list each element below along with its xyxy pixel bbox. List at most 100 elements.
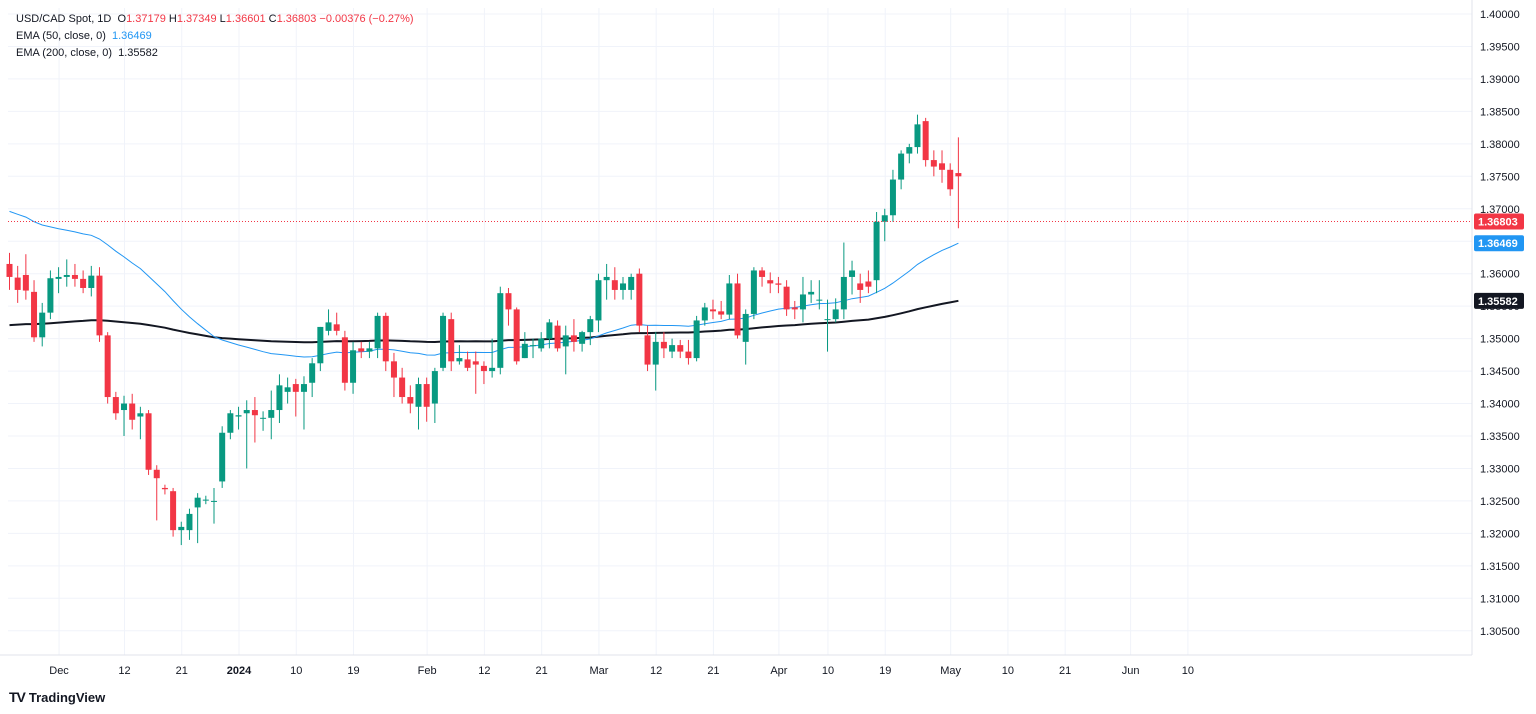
- candle: [579, 330, 586, 352]
- candle-body: [906, 147, 913, 154]
- candle-body: [791, 307, 798, 310]
- candle: [423, 377, 430, 422]
- candle: [530, 338, 537, 359]
- candle: [775, 276, 782, 294]
- x-tick-label: 12: [478, 665, 490, 677]
- candle: [497, 286, 504, 375]
- candle: [513, 307, 520, 365]
- candle-body: [726, 283, 733, 315]
- candle: [709, 299, 716, 320]
- candle-body: [636, 273, 643, 326]
- candle: [243, 400, 250, 469]
- candle-body: [554, 325, 561, 349]
- candle-body: [799, 294, 806, 310]
- candle: [88, 265, 95, 297]
- candle: [759, 267, 766, 287]
- candle-body: [497, 293, 504, 368]
- candle-body: [55, 276, 62, 279]
- candle: [39, 302, 46, 347]
- candle: [955, 137, 962, 229]
- candle-body: [47, 278, 54, 313]
- candle-body: [243, 410, 250, 414]
- candle-body: [194, 497, 201, 508]
- candle: [129, 393, 136, 430]
- candle: [865, 270, 872, 294]
- candle: [300, 376, 307, 430]
- candle: [881, 208, 888, 242]
- candle-body: [374, 315, 381, 349]
- y-tick-label: 1.38000: [1480, 139, 1520, 151]
- y-tick-label: 1.34500: [1480, 366, 1520, 378]
- candle-body: [121, 403, 128, 411]
- x-tick-label: 10: [290, 665, 302, 677]
- y-tick-label: 1.34000: [1480, 399, 1520, 411]
- candle: [276, 374, 283, 424]
- candle-body: [284, 387, 291, 392]
- x-tick-label: 21: [707, 665, 719, 677]
- candle-body: [211, 500, 217, 502]
- candle: [390, 352, 397, 398]
- candle-body: [652, 341, 659, 365]
- x-tick-label: May: [940, 665, 961, 677]
- y-tick-label: 1.35000: [1480, 334, 1520, 346]
- legend-row-ema50[interactable]: EMA (50, close, 0) 1.36469: [16, 28, 414, 45]
- price-change: −0.00376 (−0.27%): [319, 13, 414, 25]
- candle-body: [71, 274, 78, 279]
- candle-body: [325, 322, 332, 331]
- candle-body: [112, 397, 119, 414]
- candle-body: [857, 283, 864, 290]
- candle: [350, 341, 357, 394]
- y-tick-label: 1.33000: [1480, 463, 1520, 475]
- y-tick-label: 1.31500: [1480, 561, 1520, 573]
- ohlc-open-value: 1.37179: [126, 13, 166, 25]
- candle-body: [669, 345, 676, 352]
- candle-body: [685, 351, 692, 359]
- x-tick-label: 10: [1002, 665, 1014, 677]
- legend-row-ema200[interactable]: EMA (200, close, 0) 1.35582: [16, 45, 414, 62]
- candle-body: [472, 361, 479, 365]
- candle: [251, 397, 258, 443]
- candle: [284, 377, 291, 404]
- last-price-badge: 1.36803: [1474, 213, 1524, 230]
- candle: [677, 339, 684, 359]
- candle-body: [415, 384, 422, 407]
- ohlc-open-label: O: [117, 13, 127, 25]
- candle-body: [366, 348, 373, 352]
- tradingview-logo-text: TradingView: [28, 689, 106, 705]
- candle-body: [358, 348, 365, 352]
- x-tick-label: Dec: [49, 665, 69, 677]
- candle: [620, 276, 626, 300]
- candle-body: [88, 275, 95, 288]
- candle: [480, 361, 487, 385]
- ema200-badge: 1.35582: [1474, 292, 1524, 309]
- x-tick-label: Apr: [770, 665, 787, 677]
- candle-body: [562, 335, 569, 347]
- candle: [832, 298, 839, 323]
- x-tick-label: 21: [1059, 665, 1071, 677]
- candle-body: [742, 313, 749, 342]
- symbol-title[interactable]: USD/CAD Spot, 1D: [16, 13, 112, 25]
- candle-body: [333, 324, 340, 331]
- candle-body: [489, 367, 496, 372]
- candle-body: [22, 274, 29, 291]
- candle: [170, 487, 177, 537]
- candle: [538, 332, 545, 352]
- ohlc-low-value: 1.36601: [225, 13, 266, 25]
- candle: [104, 332, 111, 404]
- candle-body: [341, 337, 348, 383]
- x-tick-label: 10: [822, 665, 834, 677]
- candle: [153, 465, 160, 521]
- candle: [922, 117, 929, 167]
- candle-body: [709, 309, 716, 312]
- candle-body: [718, 311, 725, 315]
- candle: [791, 300, 798, 320]
- tradingview-logo[interactable]: TV TradingView: [9, 689, 105, 705]
- price-axis[interactable]: 1.30500 1.31000 1.31500 1.32000 1.32500 1.330…: [1471, 0, 1520, 655]
- candle: [292, 378, 299, 417]
- candle: [448, 312, 455, 372]
- candle: [906, 143, 913, 164]
- time-axis[interactable]: Dec 12 21 2024 10 19 Feb 12 21 Mar 12 21 Apr 10 19 May 1…: [0, 654, 1472, 677]
- candle: [914, 114, 921, 154]
- candle-body: [824, 319, 831, 321]
